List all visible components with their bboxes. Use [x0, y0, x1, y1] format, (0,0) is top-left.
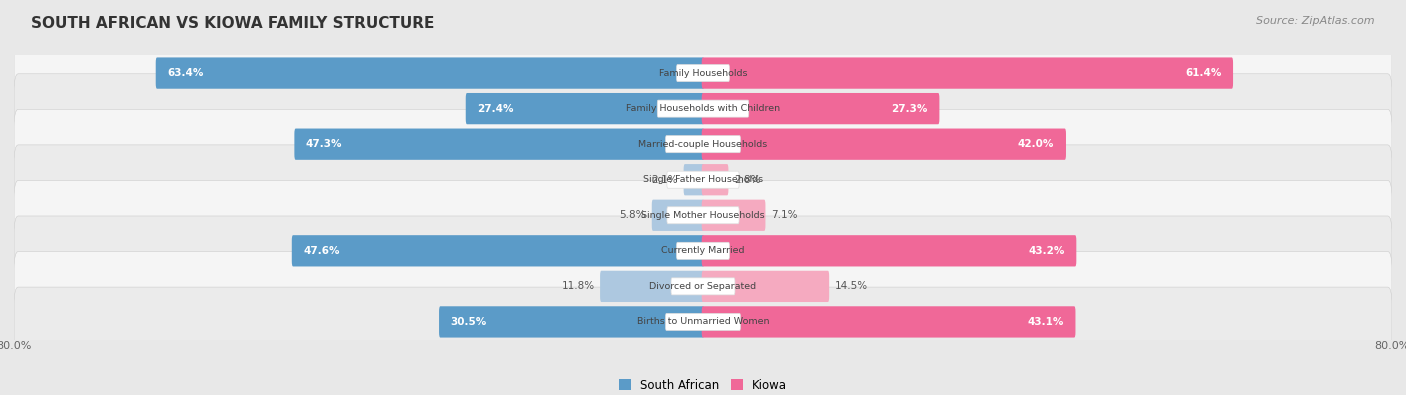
Text: 2.1%: 2.1%: [651, 175, 678, 185]
FancyBboxPatch shape: [702, 93, 939, 124]
FancyBboxPatch shape: [465, 93, 704, 124]
FancyBboxPatch shape: [671, 278, 735, 295]
FancyBboxPatch shape: [14, 38, 1392, 108]
FancyBboxPatch shape: [702, 164, 728, 196]
Text: 47.3%: 47.3%: [307, 139, 343, 149]
Text: 61.4%: 61.4%: [1185, 68, 1222, 78]
Text: Divorced or Separated: Divorced or Separated: [650, 282, 756, 291]
FancyBboxPatch shape: [702, 199, 765, 231]
FancyBboxPatch shape: [683, 164, 704, 196]
Text: Currently Married: Currently Married: [661, 246, 745, 255]
FancyBboxPatch shape: [292, 235, 704, 267]
Text: Births to Unmarried Women: Births to Unmarried Women: [637, 318, 769, 326]
FancyBboxPatch shape: [666, 171, 740, 188]
Legend: South African, Kiowa: South African, Kiowa: [614, 374, 792, 395]
FancyBboxPatch shape: [156, 57, 704, 89]
FancyBboxPatch shape: [666, 207, 740, 224]
FancyBboxPatch shape: [665, 135, 741, 153]
Text: Married-couple Households: Married-couple Households: [638, 140, 768, 149]
FancyBboxPatch shape: [14, 181, 1392, 250]
FancyBboxPatch shape: [14, 74, 1392, 143]
FancyBboxPatch shape: [14, 145, 1392, 214]
FancyBboxPatch shape: [676, 242, 730, 260]
FancyBboxPatch shape: [702, 271, 830, 302]
Text: Single Mother Households: Single Mother Households: [641, 211, 765, 220]
FancyBboxPatch shape: [439, 306, 704, 338]
Text: 80.0%: 80.0%: [1374, 341, 1406, 352]
Text: 30.5%: 30.5%: [451, 317, 486, 327]
FancyBboxPatch shape: [14, 216, 1392, 286]
Text: 27.3%: 27.3%: [891, 103, 928, 114]
Text: 47.6%: 47.6%: [304, 246, 340, 256]
FancyBboxPatch shape: [14, 109, 1392, 179]
Text: 14.5%: 14.5%: [835, 281, 868, 292]
Text: 11.8%: 11.8%: [561, 281, 595, 292]
FancyBboxPatch shape: [652, 199, 704, 231]
FancyBboxPatch shape: [14, 252, 1392, 321]
FancyBboxPatch shape: [702, 235, 1077, 267]
Text: 2.8%: 2.8%: [734, 175, 761, 185]
Text: 80.0%: 80.0%: [0, 341, 32, 352]
Text: Single Father Households: Single Father Households: [643, 175, 763, 184]
Text: 5.8%: 5.8%: [620, 210, 647, 220]
FancyBboxPatch shape: [14, 287, 1392, 357]
Text: Family Households: Family Households: [659, 69, 747, 77]
FancyBboxPatch shape: [676, 64, 730, 82]
FancyBboxPatch shape: [600, 271, 704, 302]
Text: 7.1%: 7.1%: [770, 210, 797, 220]
Text: SOUTH AFRICAN VS KIOWA FAMILY STRUCTURE: SOUTH AFRICAN VS KIOWA FAMILY STRUCTURE: [31, 16, 434, 31]
Text: 27.4%: 27.4%: [478, 103, 513, 114]
Text: 63.4%: 63.4%: [167, 68, 204, 78]
Text: 42.0%: 42.0%: [1018, 139, 1054, 149]
FancyBboxPatch shape: [294, 128, 704, 160]
FancyBboxPatch shape: [702, 306, 1076, 338]
Text: Source: ZipAtlas.com: Source: ZipAtlas.com: [1257, 16, 1375, 26]
FancyBboxPatch shape: [665, 313, 741, 331]
Text: Family Households with Children: Family Households with Children: [626, 104, 780, 113]
Text: 43.2%: 43.2%: [1028, 246, 1064, 256]
FancyBboxPatch shape: [702, 128, 1066, 160]
Text: 43.1%: 43.1%: [1028, 317, 1064, 327]
FancyBboxPatch shape: [702, 57, 1233, 89]
FancyBboxPatch shape: [657, 100, 749, 117]
